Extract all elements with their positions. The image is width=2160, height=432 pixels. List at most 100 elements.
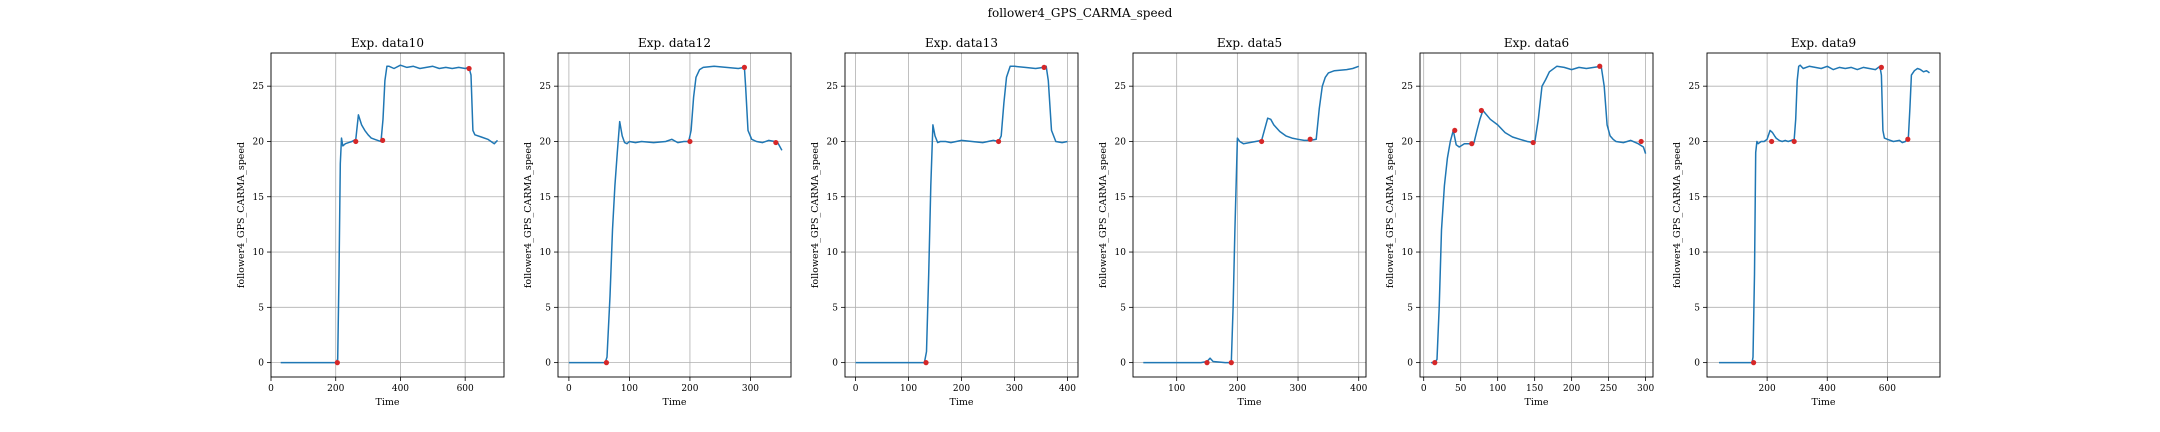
y-tick-label: 10 [827, 248, 839, 258]
series-line [568, 65, 783, 364]
x-tick-label: 100 [621, 384, 638, 394]
y-tick-label: 15 [1402, 193, 1414, 203]
event-marker [1905, 136, 1911, 142]
x-tick-label: 0 [566, 384, 572, 394]
x-tick-label: 400 [1350, 384, 1367, 394]
x-tick-label: 300 [1637, 384, 1654, 394]
y-tick-label: 0 [1694, 359, 1700, 369]
series-line [1719, 64, 1930, 364]
event-marker [687, 138, 693, 145]
y-tick-label: 25 [1689, 82, 1701, 92]
axes-frame [557, 52, 792, 378]
y-tick-label: 10 [1402, 248, 1414, 258]
subplot-title: Exp. data9 [1791, 36, 1856, 50]
event-marker [1307, 136, 1313, 142]
event-marker [1530, 139, 1536, 146]
x-tick-label: 0 [268, 384, 274, 394]
y-tick-label: 10 [1115, 248, 1127, 258]
axes-frame [1706, 52, 1941, 378]
y-tick-label: 5 [1407, 303, 1413, 313]
subplot-5: 200 400 600 0 5 10 15 20 25 Exp. data9 Time followe… [1672, 36, 1941, 408]
x-tick-label: 600 [1879, 384, 1896, 394]
subplot-3: 100 200 300 400 0 5 10 15 20 25 Exp. data5 Time foll… [1098, 36, 1368, 408]
x-tick-label: 200 [1759, 384, 1776, 394]
y-tick-label: 0 [1407, 359, 1413, 369]
subplot-2: 0 100 200 300 400 0 5 10 15 20 25 Exp. data13 Time fo… [810, 36, 1079, 408]
event-marker [380, 137, 386, 143]
subplot-0: 0 200 400 600 0 5 10 15 20 25 Exp. data10 Time follo… [236, 36, 505, 408]
x-tick-label: 200 [1229, 384, 1246, 394]
x-tick-label: 400 [1819, 384, 1836, 394]
event-marker [1432, 360, 1438, 366]
y-tick-label: 10 [253, 248, 265, 258]
y-tick-label: 15 [253, 193, 265, 203]
x-tick-label: 100 [900, 384, 917, 394]
event-marker [334, 360, 340, 366]
y-tick-label: 10 [1689, 248, 1701, 258]
x-axis-label: Time [375, 397, 399, 408]
event-marker [1597, 63, 1603, 69]
series-line [1143, 65, 1359, 364]
x-tick-label: 200 [953, 384, 970, 394]
axes-frame [1419, 52, 1654, 378]
x-tick-label: 200 [681, 384, 698, 394]
y-tick-label: 15 [1115, 193, 1127, 203]
y-tick-label: 10 [540, 248, 552, 258]
figure-title: follower4_GPS_CARMA_speed [988, 6, 1173, 20]
subplot-title: Exp. data10 [351, 36, 424, 50]
x-axis-label: Time [662, 397, 686, 408]
x-tick-label: 400 [1059, 384, 1076, 394]
event-marker [1228, 360, 1234, 366]
x-axis-label: Time [949, 397, 973, 408]
x-axis-label: Time [1811, 397, 1835, 408]
y-tick-label: 20 [1689, 137, 1701, 147]
subplot-4: 0 50 100 150 200 250 300 0 5 10 15 20 25 Exp. data6 Ti… [1385, 36, 1654, 408]
x-tick-label: 300 [1289, 384, 1306, 394]
event-marker [603, 360, 610, 366]
event-marker [1751, 360, 1757, 366]
y-axis-label: follower4_GPS_CARMA_speed [1385, 142, 1396, 288]
y-tick-label: 5 [1120, 303, 1126, 313]
y-tick-label: 20 [827, 137, 839, 147]
x-axis-label: Time [1237, 397, 1261, 408]
x-tick-label: 150 [1526, 384, 1543, 394]
x-tick-label: 200 [327, 384, 344, 394]
y-axis-label: follower4_GPS_CARMA_speed [236, 142, 247, 288]
y-tick-label: 20 [1115, 137, 1127, 147]
y-tick-label: 5 [1694, 303, 1700, 313]
y-axis-label: follower4_GPS_CARMA_speed [810, 142, 821, 288]
y-tick-label: 0 [545, 359, 551, 369]
event-marker [466, 65, 472, 72]
y-axis-label: follower4_GPS_CARMA_speed [1672, 142, 1683, 288]
x-tick-label: 250 [1600, 384, 1617, 394]
subplot-1: 0 100 200 300 0 5 10 15 20 25 Exp. data12 Time follo… [523, 36, 792, 408]
subplot-title: Exp. data5 [1217, 36, 1282, 50]
y-tick-label: 20 [253, 137, 265, 147]
x-axis-label: Time [1524, 397, 1548, 408]
subplot-title: Exp. data6 [1504, 36, 1569, 50]
y-tick-label: 25 [1115, 82, 1127, 92]
event-marker [1259, 138, 1265, 145]
x-tick-label: 400 [392, 384, 409, 394]
y-tick-label: 20 [1402, 137, 1414, 147]
x-tick-label: 0 [1421, 384, 1427, 394]
x-tick-label: 100 [1489, 384, 1506, 394]
x-tick-label: 300 [742, 384, 759, 394]
axes-frame [1132, 52, 1367, 378]
axes-frame [270, 52, 505, 378]
event-marker [923, 360, 929, 366]
x-tick-label: 0 [853, 384, 859, 394]
x-tick-label: 600 [457, 384, 474, 394]
x-tick-label: 200 [1563, 384, 1580, 394]
y-tick-label: 25 [540, 82, 552, 92]
event-marker [741, 64, 748, 70]
event-marker [1791, 138, 1797, 145]
y-tick-label: 5 [545, 303, 551, 313]
x-tick-label: 300 [1006, 384, 1023, 394]
event-marker [353, 138, 359, 145]
y-tick-label: 5 [258, 303, 264, 313]
event-marker [1638, 138, 1644, 145]
